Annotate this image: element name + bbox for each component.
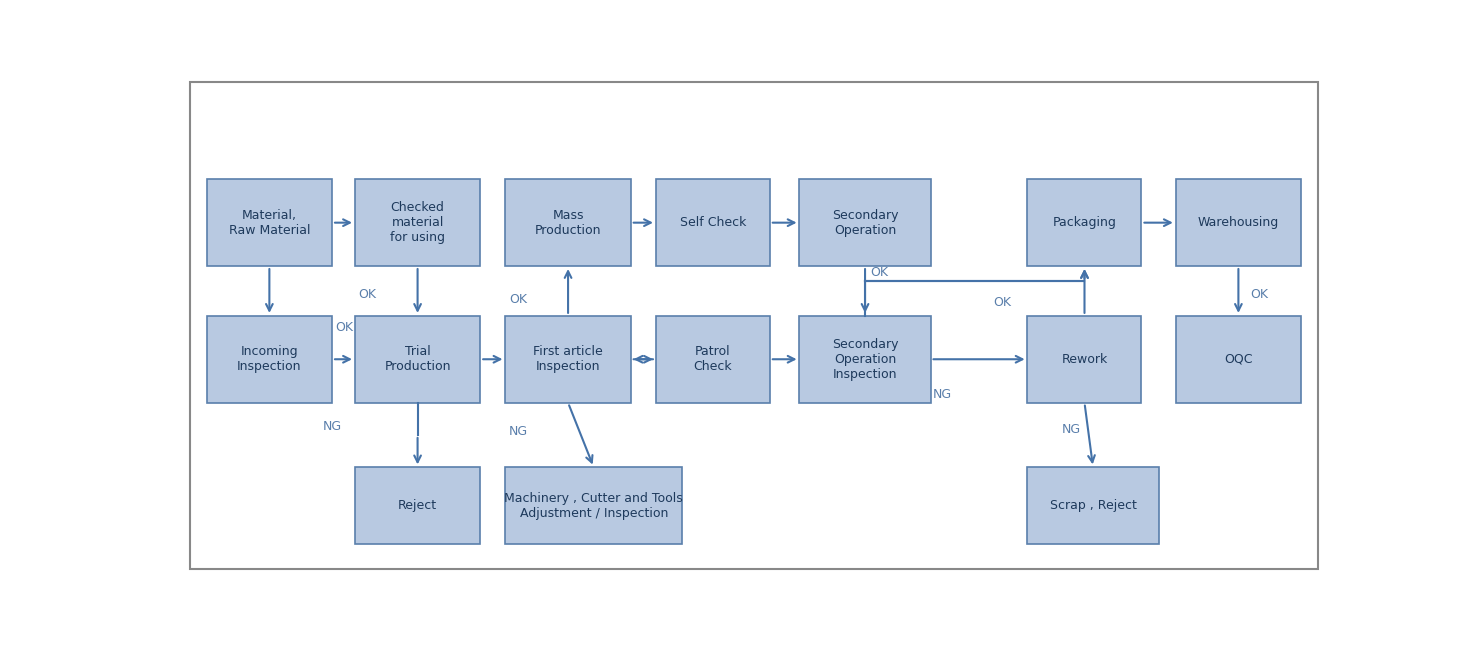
FancyBboxPatch shape (506, 179, 631, 266)
Text: Rework: Rework (1062, 353, 1108, 366)
FancyBboxPatch shape (1027, 316, 1141, 402)
Text: Machinery , Cutter and Tools
Adjustment / Inspection: Machinery , Cutter and Tools Adjustment … (505, 491, 683, 520)
FancyBboxPatch shape (355, 467, 480, 544)
FancyBboxPatch shape (656, 179, 769, 266)
FancyBboxPatch shape (800, 179, 931, 266)
FancyBboxPatch shape (206, 316, 332, 402)
FancyBboxPatch shape (1027, 179, 1141, 266)
Text: NG: NG (509, 425, 528, 438)
Text: OK: OK (509, 293, 527, 306)
Text: Secondary
Operation
Inspection: Secondary Operation Inspection (831, 338, 899, 381)
Text: Material,
Raw Material: Material, Raw Material (228, 209, 310, 237)
Text: Incoming
Inspection: Incoming Inspection (237, 345, 302, 373)
FancyBboxPatch shape (656, 316, 769, 402)
Text: Warehousing: Warehousing (1197, 216, 1278, 229)
Text: Secondary
Operation: Secondary Operation (831, 209, 899, 237)
Text: NG: NG (1062, 422, 1081, 435)
Text: Checked
material
for using: Checked material for using (390, 201, 446, 244)
FancyBboxPatch shape (506, 467, 683, 544)
FancyBboxPatch shape (355, 179, 480, 266)
Text: First article
Inspection: First article Inspection (533, 345, 603, 373)
FancyBboxPatch shape (355, 316, 480, 402)
Text: Patrol
Check: Patrol Check (693, 345, 733, 373)
Text: Scrap , Reject: Scrap , Reject (1050, 499, 1137, 512)
Text: OK: OK (1250, 288, 1268, 301)
Text: OK: OK (993, 296, 1011, 309)
Text: Trial
Production: Trial Production (384, 345, 450, 373)
FancyBboxPatch shape (1027, 467, 1159, 544)
Text: NG: NG (933, 388, 952, 401)
FancyBboxPatch shape (506, 316, 631, 402)
Text: NG: NG (324, 420, 343, 433)
FancyBboxPatch shape (1175, 179, 1300, 266)
Text: OK: OK (871, 266, 888, 279)
Text: Self Check: Self Check (680, 216, 746, 229)
Text: OK: OK (335, 321, 353, 333)
Text: OK: OK (359, 288, 377, 301)
Text: Packaging: Packaging (1053, 216, 1116, 229)
FancyBboxPatch shape (800, 316, 931, 402)
Text: Mass
Production: Mass Production (535, 209, 602, 237)
Text: Reject: Reject (399, 499, 437, 512)
Text: OQC: OQC (1224, 353, 1253, 366)
FancyBboxPatch shape (206, 179, 332, 266)
FancyBboxPatch shape (1175, 316, 1300, 402)
